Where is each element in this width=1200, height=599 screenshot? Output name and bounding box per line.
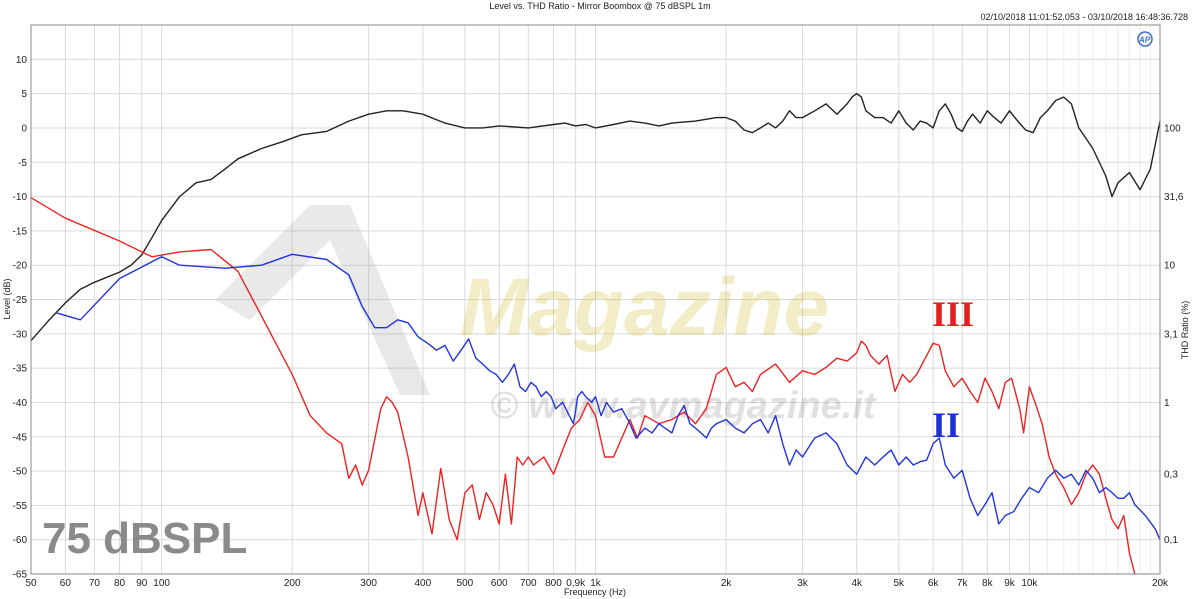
ap-logo-text: AP	[1138, 36, 1151, 45]
y-tick-label: -55	[13, 501, 28, 512]
y2-tick-label: 1	[1164, 398, 1170, 409]
y-tick-label: -25	[13, 295, 28, 306]
x-tick-label: 300	[360, 578, 377, 589]
x-tick-label: 6k	[928, 578, 940, 589]
y-tick-label: 0	[21, 123, 27, 134]
y-tick-label: -60	[13, 535, 28, 546]
curve-label-red: III	[932, 294, 974, 334]
x-tick-label: 80	[114, 578, 126, 589]
y2-tick-label: 0,1	[1164, 535, 1178, 546]
axis-ticks: 50 60 70 80 90 100 200 300 400 500 600 700 800 0,9k 1k…	[13, 55, 1184, 589]
x-tick-label: 0,9k	[566, 578, 586, 589]
x-tick-label: 3k	[797, 578, 809, 589]
x-tick-label: 5k	[893, 578, 905, 589]
avmagazine-watermark: Magazine © www.avmagazine.it	[215, 205, 877, 427]
y-tick-label: -50	[13, 467, 28, 478]
series-line-level	[30, 92, 1161, 342]
x-tick-label: 90	[136, 578, 148, 589]
y-tick-label: -20	[13, 261, 28, 272]
y-tick-label: -15	[13, 226, 28, 237]
level-badge: 75 dBSPL	[42, 514, 247, 563]
x-tick-label: 400	[414, 578, 431, 589]
x-tick-label: 10k	[1021, 578, 1038, 589]
x-tick-label: 50	[25, 578, 37, 589]
y-tick-label: -30	[13, 329, 28, 340]
y-tick-label: -35	[13, 364, 28, 375]
x-axis-label: Frequency (Hz)	[564, 587, 626, 597]
y2-tick-label: 0,3	[1164, 470, 1178, 481]
ap-logo-ring	[1137, 31, 1153, 47]
y-tick-label: -5	[18, 158, 27, 169]
chart-title: Level vs. THD Ratio - Mirror Boombox @ 7…	[489, 1, 711, 11]
date-range: 02/10/2018 11:01:52.053 - 03/10/2018 16:…	[980, 12, 1188, 22]
y2-tick-label: 31,6	[1164, 192, 1184, 203]
x-tick-label: 700	[520, 578, 537, 589]
x-tick-label: 200	[284, 578, 301, 589]
x-tick-label: 100	[153, 578, 170, 589]
x-tick-label: 4k	[851, 578, 863, 589]
plot-frame	[30, 24, 1161, 575]
x-tick-label: 500	[457, 578, 474, 589]
x-tick-label: 600	[491, 578, 508, 589]
x-tick-label: 2k	[721, 578, 733, 589]
series-line-red	[30, 197, 1136, 575]
curve-label-blue: II	[932, 405, 960, 445]
y2-tick-label: 10	[1164, 261, 1176, 272]
y-tick-label: -45	[13, 432, 28, 443]
x-tick-label: 60	[60, 578, 72, 589]
y2-tick-label: 100	[1164, 123, 1181, 134]
x-tick-label: 8k	[982, 578, 994, 589]
x-tick-label: 1k	[590, 578, 602, 589]
x-tick-label: 7k	[957, 578, 969, 589]
watermark-av-shape	[215, 205, 430, 395]
x-tick-label: 800	[545, 578, 562, 589]
y-tick-label: 5	[21, 89, 27, 100]
y2-axis-label: THD Ratio (%)	[1180, 301, 1190, 360]
y-tick-label: 10	[16, 55, 28, 66]
ap-logo: AP	[1137, 31, 1153, 47]
y-tick-label: -10	[13, 192, 28, 203]
y-tick-label: -65	[13, 570, 28, 581]
plot-series	[30, 92, 1161, 575]
series-line-blue	[55, 253, 1161, 540]
x-tick-label: 9k	[1004, 578, 1016, 589]
y-tick-label: -40	[13, 398, 28, 409]
x-tick-label: 70	[89, 578, 101, 589]
y-axis-label: Level (dB)	[2, 278, 12, 319]
y2-tick-label: 3,1	[1164, 329, 1178, 340]
x-tick-label: 20k	[1152, 578, 1169, 589]
watermark-brand: Magazine	[460, 262, 829, 353]
